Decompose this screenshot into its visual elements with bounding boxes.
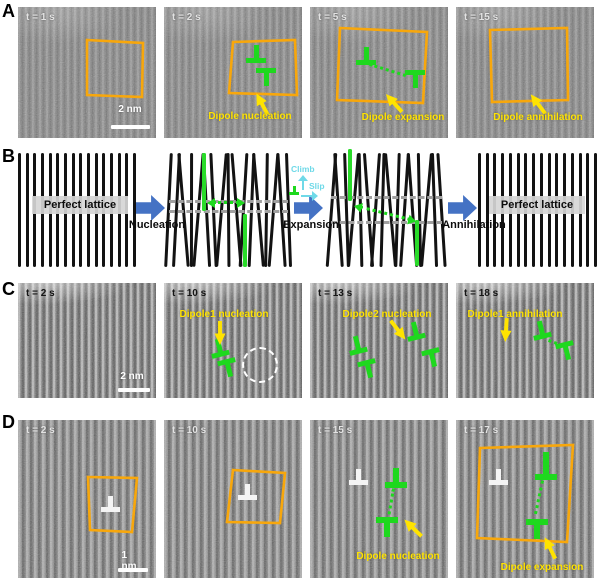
lattice-label: Perfect lattice [32,196,128,214]
dashed-circle [242,347,278,383]
dipole-caption: Dipole nucleation [356,551,440,562]
extra-half-plane-bottom [415,220,419,266]
dislocation-up-icon [385,468,407,488]
dislocation-up-icon [530,319,552,341]
step-label-annihilation: Annihilation [442,219,506,231]
timestamp-label: t = 2 s [26,425,55,436]
extra-half-plane-bottom [243,214,247,267]
tem-panel-c2: t = 10 s Dipole1 nucleation [164,283,302,398]
scale-bar-label: 2 nm [120,371,144,382]
slip-plane-dashed-line [331,196,442,199]
tem-panel-d4: t = 17 s Dipole expansion [456,420,594,578]
dislocation-down-icon [405,70,425,88]
row-label-c: C [2,279,15,299]
dipole-caption: Dipole1 annihilation [467,309,563,320]
climb-label: Climb [291,164,315,174]
dislocation-down-icon [357,358,379,380]
timestamp-label: t = 17 s [464,425,499,436]
row-label-a: A [2,1,15,21]
extra-half-plane-top [202,153,206,211]
roi-box [225,468,287,525]
tem-panel-a1: t = 1 s 2 nm [18,7,156,138]
scale-bar [118,388,150,392]
dislocation-down-icon [555,340,577,362]
dislocation-up-icon [238,484,257,500]
dislocation-up-icon [356,47,376,65]
slip-arrow-icon [301,191,318,201]
dislocation-up-icon [404,320,426,342]
timestamp-label: t = 10 s [172,288,207,299]
climb-arrow-icon [298,175,308,190]
slip-label: Slip [309,181,325,191]
dipole-connector [387,488,395,515]
slip-plane-dashed-line [331,221,442,224]
process-arrow-icon [136,195,165,221]
dislocation-up-icon [489,469,508,485]
scale-bar [118,568,148,572]
dipole-caption: Dipole expansion [500,562,584,573]
dipole-caption: Dipole expansion [361,112,445,123]
lattice-label: Perfect lattice [489,196,585,214]
timestamp-label: t = 13 s [318,288,353,299]
dislocation-down-icon [376,517,398,537]
timestamp-label: t = 10 s [172,425,207,436]
timestamp-label: t = 15 s [318,425,353,436]
timestamp-label: t = 18 s [464,288,499,299]
dislocation-up-icon [346,334,368,356]
dislocation-up-icon [101,496,120,512]
dipole-caption: Dipole nucleation [208,111,292,122]
timestamp-label: t = 2 s [172,12,201,23]
dislocation-down-icon [421,347,443,369]
timestamp-label: t = 1 s [26,12,55,23]
tem-grain-texture [456,283,594,398]
roi-box [85,38,145,99]
slip-plane-dashed-line [169,210,288,213]
tem-panel-a4: t = 15 s Dipole annihilation [456,7,594,138]
tem-panel-c4: t = 18 s Dipole1 annihilation [456,283,594,398]
tem-panel-d3: t = 15 s Dipole nucleation [310,420,448,578]
row-label-b: B [2,146,15,166]
pointer-arrow-icon [400,515,427,542]
dislocation-down-icon [256,68,276,86]
dislocation-up-icon [535,452,557,480]
roi-box [475,443,575,544]
dislocation-down-icon [526,519,548,539]
tem-panel-d1: t = 2 s 1 nm [18,420,156,578]
tem-grain-texture [310,283,448,398]
dislocation-down-icon [217,357,239,379]
dislocation-up-icon [349,469,368,485]
process-arrow-icon [448,195,477,221]
timestamp-label: t = 2 s [26,288,55,299]
tem-panel-a3: t = 5 s Dipole expansion [310,7,448,138]
dipole-caption: Dipole annihilation [493,112,583,123]
dipole-separation-arrow [207,198,245,208]
step-label-expansion: Expansion [283,219,339,231]
scale-bar [111,125,150,129]
scale-bar-label: 2 nm [118,104,142,115]
tem-panel-c3: t = 13 s Dipole2 nucleation [310,283,448,398]
timestamp-label: t = 5 s [318,12,347,23]
lattice-diagram: Perfect lattice Nucleation Climb Slip Ex… [0,145,600,275]
pointer-arrow-icon [498,318,514,343]
tem-panel-c1: t = 2 s 2 nm [18,283,156,398]
tem-grain-texture [164,283,302,398]
dipole-caption: Dipole2 nucleation [342,309,432,320]
dipole-caption: Dipole1 nucleation [179,309,269,320]
dislocation-up-icon [246,45,266,63]
dislocation-up-icon [289,186,299,195]
tem-panel-d2: t = 10 s [164,420,302,578]
row-label-d: D [2,412,15,432]
tem-panel-a2: t = 2 s Dipole nucleation [164,7,302,138]
timestamp-label: t = 15 s [464,12,499,23]
extra-half-plane-top [348,149,352,201]
step-label-nucleation: Nucleation [128,219,186,231]
